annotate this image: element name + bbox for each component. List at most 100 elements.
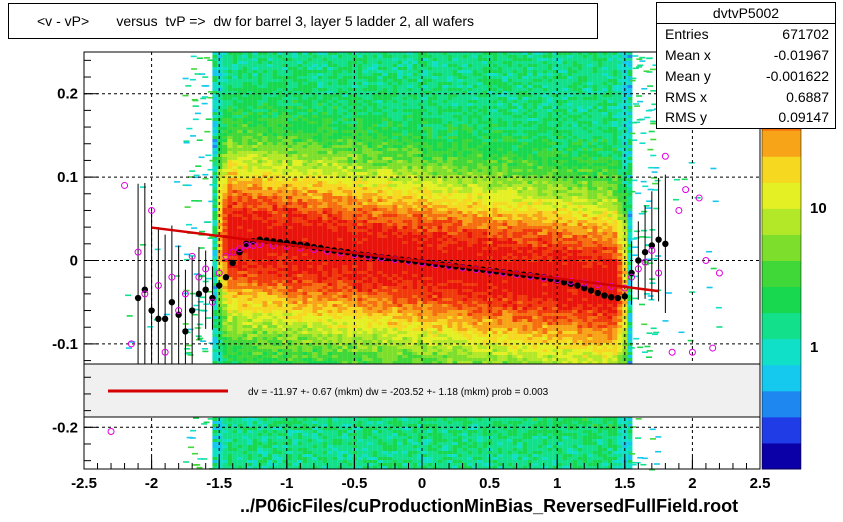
heat-cell: [297, 229, 303, 232]
heat-cell: [337, 79, 343, 82]
heat-cell: [302, 268, 308, 271]
heat-cell: [227, 67, 233, 70]
heat-cell: [322, 82, 328, 85]
heat-cell: [327, 322, 333, 325]
heat-cell: [382, 346, 388, 349]
heat-cell: [372, 61, 378, 64]
heat-cell: [237, 466, 243, 469]
heat-cell: [277, 220, 283, 223]
heat-cell: [287, 280, 293, 283]
heat-cell: [337, 277, 343, 280]
heat-cell: [332, 295, 338, 298]
heat-cell: [257, 109, 263, 112]
heat-cell: [342, 361, 348, 364]
heat-cell: [272, 274, 278, 277]
heat-cell: [272, 70, 278, 73]
heat-cell: [382, 73, 388, 76]
heat-cell: [367, 202, 373, 205]
heat-cell: [242, 220, 248, 223]
heat-cell: [217, 133, 223, 136]
heat-cell: [337, 301, 343, 304]
heat-cell: [367, 172, 373, 175]
heat-cell: [312, 124, 318, 127]
heat-cell: [272, 337, 278, 340]
heat-cell: [372, 334, 378, 337]
heat-cell: [297, 349, 303, 352]
heat-cell: [267, 220, 273, 223]
heat-cell: [257, 319, 263, 322]
heat-cell: [352, 319, 358, 322]
heat-cell: [237, 343, 243, 346]
heat-cell: [227, 199, 233, 202]
heat-cell: [242, 295, 248, 298]
heat-cell: [282, 313, 288, 316]
heat-cell: [372, 181, 378, 184]
heat-cell: [252, 85, 258, 88]
heat-cell: [227, 223, 233, 226]
heat-cell: [372, 250, 378, 253]
heat-cell: [217, 331, 223, 334]
heat-cell: [307, 85, 313, 88]
heat-cell: [302, 322, 308, 325]
heat-cell: [217, 115, 223, 118]
heat-cell: [387, 208, 393, 211]
heat-cell: [247, 277, 253, 280]
heat-cell: [377, 334, 383, 337]
heat-cell: [287, 331, 293, 334]
heat-cell: [307, 196, 313, 199]
heat-cell: [257, 268, 263, 271]
heat-cell: [322, 346, 328, 349]
heat-cell: [222, 460, 228, 463]
heat-cell: [357, 214, 363, 217]
heat-cell: [232, 316, 238, 319]
heat-cell: [372, 88, 378, 91]
heat-cell: [382, 175, 388, 178]
heat-cell: [232, 139, 238, 142]
heat-cell: [322, 163, 328, 166]
heat-cell: [357, 133, 363, 136]
heat-cell: [257, 352, 263, 355]
heat-cell: [332, 436, 338, 439]
heat-cell: [282, 115, 288, 118]
heat-cell: [332, 463, 338, 466]
heat-cell: [322, 136, 328, 139]
heat-cell: [277, 124, 283, 127]
heat-cell: [382, 88, 388, 91]
heat-cell: [322, 148, 328, 151]
heat-cell: [247, 52, 253, 55]
heat-cell: [342, 214, 348, 217]
heat-cell: [297, 223, 303, 226]
heat-cell: [332, 139, 338, 142]
heat-cell: [292, 286, 298, 289]
heat-cell: [227, 148, 233, 151]
heat-cell: [227, 217, 233, 220]
heat-cell: [297, 280, 303, 283]
heat-cell: [317, 175, 323, 178]
heat-cell: [352, 295, 358, 298]
heat-cell: [277, 157, 283, 160]
heat-cell: [317, 196, 323, 199]
heat-cell: [307, 166, 313, 169]
heat-cell: [327, 70, 333, 73]
heat-cell: [232, 352, 238, 355]
heat-cell: [252, 67, 258, 70]
heat-cell: [362, 118, 368, 121]
heat-cell: [347, 160, 353, 163]
heat-cell: [217, 418, 223, 421]
heat-cell: [342, 448, 348, 451]
heat-cell: [337, 187, 343, 190]
heat-cell: [332, 244, 338, 247]
heat-cell: [337, 181, 343, 184]
heat-cell: [237, 58, 243, 61]
heat-cell: [317, 445, 323, 448]
heat-cell: [257, 58, 263, 61]
heat-cell: [332, 238, 338, 241]
heat-cell: [287, 175, 293, 178]
heat-cell: [252, 307, 258, 310]
heat-cell: [362, 202, 368, 205]
heat-cell: [387, 211, 393, 214]
heat-cell: [232, 100, 238, 103]
heat-cell: [287, 223, 293, 226]
heat-cell: [347, 448, 353, 451]
heat-cell: [377, 298, 383, 301]
